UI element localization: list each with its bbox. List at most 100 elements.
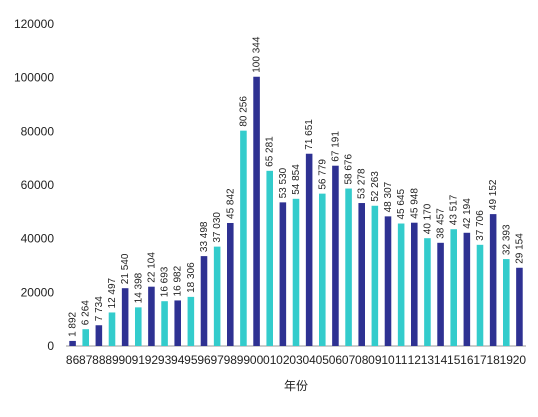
x-tick-label: 20 — [513, 353, 527, 367]
bar — [345, 188, 352, 346]
x-tick-label: 97 — [210, 353, 224, 367]
x-tick-label: 17 — [473, 353, 487, 367]
data-label: 71 651 — [304, 119, 315, 150]
bar — [227, 222, 234, 346]
data-label: 16 982 — [173, 265, 184, 296]
x-tick-label: 99 — [237, 353, 251, 367]
data-label: 42 194 — [462, 198, 473, 229]
bar — [503, 259, 510, 346]
bar — [463, 232, 471, 346]
data-label: 53 278 — [357, 168, 368, 199]
data-label: 16 693 — [160, 266, 171, 297]
data-label: 49 152 — [488, 179, 499, 210]
data-label: 45 842 — [225, 188, 236, 219]
bar — [384, 216, 392, 346]
bar — [397, 223, 405, 346]
x-tick-label: 93 — [158, 353, 172, 367]
bar — [305, 153, 313, 346]
bar — [279, 202, 287, 346]
data-label: 6 264 — [81, 300, 92, 325]
x-tick-label: 98 — [224, 353, 238, 367]
bar — [187, 296, 195, 346]
data-label: 33 498 — [199, 221, 210, 252]
x-tick-label: 89 — [105, 353, 119, 367]
x-tick-label: 86 — [66, 353, 80, 367]
bar — [424, 238, 431, 346]
bar — [200, 256, 208, 346]
bar — [319, 193, 326, 346]
data-label: 56 779 — [317, 159, 328, 190]
data-label: 32 393 — [501, 224, 512, 255]
x-tick-label: 91 — [132, 353, 146, 367]
data-label: 48 307 — [383, 181, 394, 212]
x-tick-label: 16 — [460, 353, 474, 367]
bar — [476, 244, 484, 346]
x-tick-label: 03 — [289, 353, 303, 367]
x-tick-label: 95 — [184, 353, 198, 367]
bars-group — [69, 76, 523, 347]
x-axis-title: 年份 — [284, 379, 308, 393]
x-tick-label: 00 — [250, 353, 264, 367]
data-label: 43 517 — [449, 194, 460, 225]
y-tick-label: 0 — [47, 339, 54, 353]
bar — [95, 325, 103, 346]
y-tick-label: 20000 — [21, 285, 55, 299]
bar — [332, 165, 339, 346]
bar — [371, 205, 379, 346]
bar — [253, 76, 260, 347]
data-label: 52 263 — [370, 171, 381, 202]
y-axis-tick-labels: 0 20000 40000 60000 80000 100000 120000 — [14, 17, 54, 353]
bar — [108, 312, 116, 346]
bar — [82, 329, 89, 346]
data-label: 100 344 — [252, 36, 263, 73]
x-tick-label: 18 — [486, 353, 500, 367]
data-label: 58 676 — [344, 154, 355, 185]
bar — [213, 246, 221, 346]
data-label: 45 948 — [409, 188, 420, 219]
bar — [292, 198, 300, 346]
data-label: 29 154 — [514, 233, 525, 264]
data-label: 38 457 — [436, 208, 447, 239]
x-tick-label: 14 — [434, 353, 448, 367]
y-tick-label: 60000 — [21, 178, 55, 192]
bar — [121, 288, 129, 346]
bar — [161, 301, 168, 346]
x-tick-label: 10 — [381, 353, 395, 367]
x-axis-tick-labels: 86 87 88 89 90 91 92 93 94 95 96 97 98 99 00 01 02 03 04 05… — [66, 353, 527, 367]
x-tick-label: 12 — [408, 353, 422, 367]
data-label: 80 256 — [238, 96, 249, 127]
x-tick-label: 90 — [118, 353, 132, 367]
x-tick-label: 87 — [79, 353, 93, 367]
bar — [358, 203, 365, 346]
y-tick-label: 100000 — [14, 71, 54, 85]
x-tick-label: 05 — [316, 353, 330, 367]
x-tick-label: 92 — [145, 353, 159, 367]
x-tick-label: 15 — [447, 353, 461, 367]
data-label: 12 497 — [107, 277, 118, 308]
data-label: 65 281 — [265, 136, 276, 167]
x-tick-label: 88 — [92, 353, 106, 367]
x-tick-label: 06 — [329, 353, 343, 367]
data-label: 21 540 — [120, 253, 131, 284]
bar — [240, 130, 247, 346]
bar — [148, 286, 155, 346]
bar — [437, 242, 444, 346]
x-tick-label: 11 — [395, 353, 408, 367]
data-label: 67 191 — [330, 131, 341, 162]
data-label: 18 306 — [186, 262, 197, 293]
x-tick-label: 13 — [421, 353, 435, 367]
x-tick-label: 02 — [276, 353, 290, 367]
data-label: 22 104 — [146, 252, 157, 283]
bar — [69, 340, 76, 346]
bar — [174, 300, 181, 346]
y-tick-label: 80000 — [21, 124, 55, 138]
data-label: 7 734 — [94, 296, 105, 321]
data-label: 37 030 — [212, 212, 223, 243]
x-tick-label: 94 — [171, 353, 185, 367]
y-tick-label: 40000 — [21, 232, 55, 246]
data-label: 1 892 — [68, 311, 79, 336]
data-label: 14 398 — [133, 272, 144, 303]
data-label: 54 854 — [291, 164, 302, 195]
x-tick-label: 09 — [368, 353, 382, 367]
